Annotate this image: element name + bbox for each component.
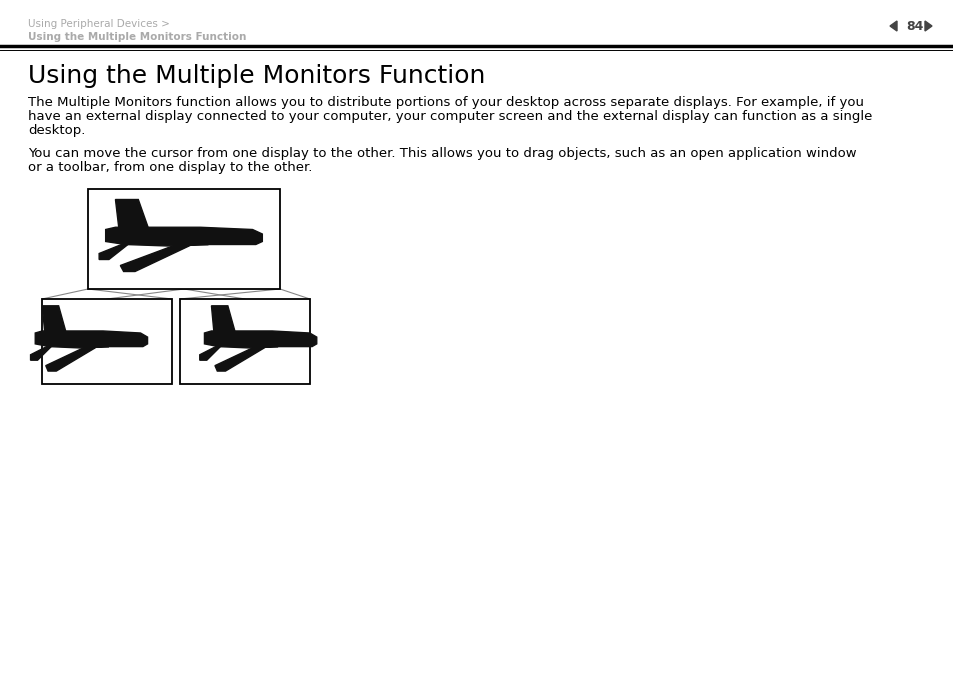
Polygon shape (46, 346, 109, 371)
Polygon shape (212, 306, 234, 331)
Text: Using the Multiple Monitors Function: Using the Multiple Monitors Function (28, 32, 246, 42)
Polygon shape (115, 200, 148, 227)
Polygon shape (99, 241, 138, 259)
Text: Using Peripheral Devices >: Using Peripheral Devices > (28, 19, 170, 29)
Polygon shape (204, 331, 316, 348)
Bar (180, 299, 310, 384)
Polygon shape (106, 227, 262, 246)
Text: 84: 84 (905, 20, 923, 32)
Text: You can move the cursor from one display to the other. This allows you to drag o: You can move the cursor from one display… (28, 147, 856, 160)
Polygon shape (30, 344, 58, 360)
Polygon shape (120, 245, 209, 272)
Text: have an external display connected to your computer, your computer screen and th: have an external display connected to yo… (28, 110, 871, 123)
Bar (42, 299, 172, 384)
Polygon shape (889, 21, 896, 31)
Polygon shape (924, 21, 931, 31)
Bar (88, 189, 280, 289)
Text: or a toolbar, from one display to the other.: or a toolbar, from one display to the ot… (28, 161, 312, 174)
Polygon shape (214, 346, 278, 371)
Text: desktop.: desktop. (28, 124, 85, 137)
Polygon shape (35, 331, 148, 348)
Polygon shape (199, 344, 228, 360)
Text: Using the Multiple Monitors Function: Using the Multiple Monitors Function (28, 64, 485, 88)
Polygon shape (42, 306, 66, 331)
Text: The Multiple Monitors function allows you to distribute portions of your desktop: The Multiple Monitors function allows yo… (28, 96, 863, 109)
